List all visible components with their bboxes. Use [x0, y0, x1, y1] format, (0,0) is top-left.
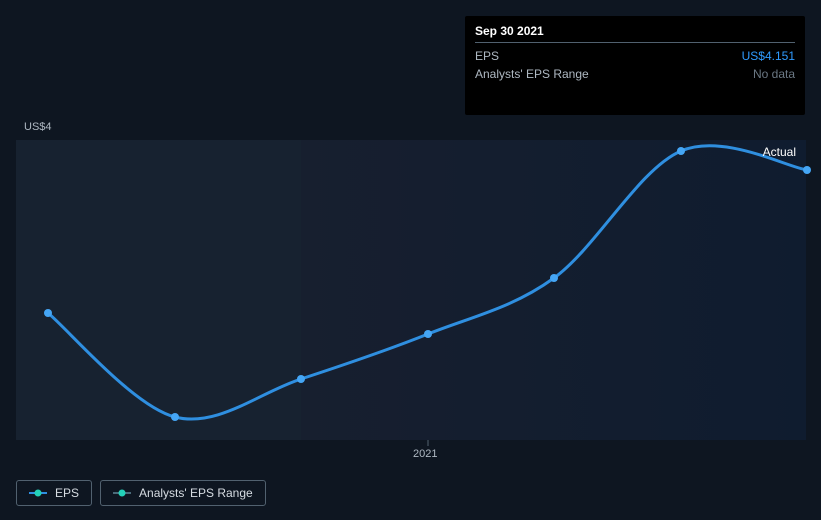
eps-marker[interactable] [677, 147, 685, 155]
tooltip-value: No data [753, 67, 795, 81]
tooltip-label: EPS [475, 49, 499, 63]
legend-item-eps[interactable]: EPS [16, 480, 92, 506]
actual-label: Actual [763, 145, 796, 159]
tooltip-label: Analysts' EPS Range [475, 67, 589, 81]
future-region [301, 140, 806, 440]
eps-marker[interactable] [44, 309, 52, 317]
past-region [16, 140, 301, 440]
tooltip-row-eps: EPS US$4.151 [475, 47, 795, 65]
eps-line-chart[interactable] [16, 140, 806, 452]
legend-swatch-icon [29, 488, 47, 498]
eps-marker[interactable] [297, 375, 305, 383]
tooltip-row-range: Analysts' EPS Range No data [475, 65, 795, 83]
eps-marker[interactable] [550, 274, 558, 282]
legend-label: Analysts' EPS Range [139, 486, 253, 500]
y-axis-label: US$4 [24, 121, 52, 133]
chart-container: US$4 US$2 Actual 2021 Sep 30 2021 EPS US… [0, 0, 821, 520]
eps-marker[interactable] [171, 413, 179, 421]
eps-marker[interactable] [424, 330, 432, 338]
eps-marker[interactable] [803, 166, 811, 174]
tooltip-date: Sep 30 2021 [475, 24, 795, 43]
tooltip-value: US$4.151 [742, 49, 795, 63]
x-axis-label: 2021 [413, 448, 437, 460]
chart-tooltip: Sep 30 2021 EPS US$4.151 Analysts' EPS R… [465, 16, 805, 115]
legend-label: EPS [55, 486, 79, 500]
chart-legend: EPS Analysts' EPS Range [16, 480, 266, 506]
legend-item-analysts-range[interactable]: Analysts' EPS Range [100, 480, 266, 506]
legend-swatch-icon [113, 488, 131, 498]
